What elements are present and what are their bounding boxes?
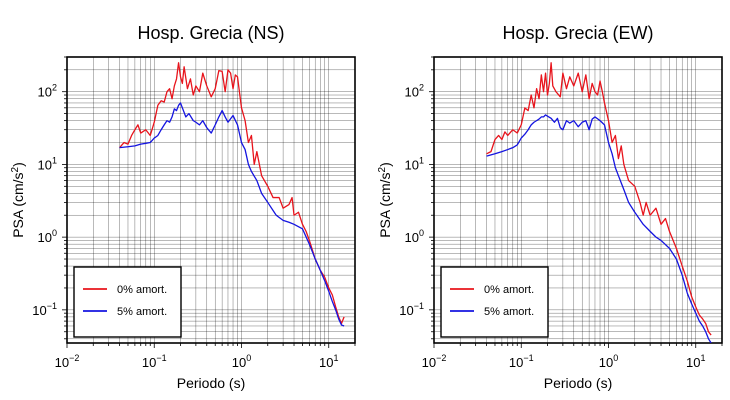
legend-box — [73, 266, 182, 338]
y-tick-label: 10−1 — [32, 301, 57, 318]
x-axis-label: Periodo (s) — [177, 375, 245, 391]
y-axis-label: PSA (cm/s2) — [377, 162, 393, 238]
x-tick-label: 10−1 — [142, 353, 167, 370]
legend: 0% amort. 5% amort. — [440, 266, 549, 338]
legend-label: 5% amort. — [484, 306, 534, 318]
series-line-5pct — [486, 114, 712, 343]
series-line-0pct — [119, 62, 345, 325]
y-tick-label: 10−1 — [399, 301, 424, 318]
series-line-0pct — [486, 62, 712, 336]
y-tick-label: 101 — [405, 155, 424, 172]
legend-box — [440, 266, 549, 338]
y-tick-label: 100 — [38, 228, 57, 245]
x-tick-label: 100 — [599, 353, 618, 370]
x-tick-label: 100 — [232, 353, 251, 370]
legend-label: 5% amort. — [117, 306, 167, 318]
legend-label: 0% amort. — [484, 284, 534, 296]
chart-panel-2: 10−2 10−1 100 101 10−1 100 101 102 Hosp. Grecia … — [377, 23, 723, 391]
plot-frame — [66, 56, 356, 344]
y-axis-label: PSA (cm/s2) — [10, 162, 26, 238]
legend-label: 0% amort. — [117, 284, 167, 296]
x-tick-label: 10−2 — [55, 353, 80, 370]
chart-title: Hosp. Grecia (EW) — [502, 23, 653, 43]
x-tick-label: 101 — [319, 353, 338, 370]
legend: 0% amort. 5% amort. — [73, 266, 182, 338]
y-tick-label: 100 — [405, 228, 424, 245]
x-tick-label: 10−1 — [509, 353, 534, 370]
y-tick-label: 102 — [405, 83, 424, 100]
chart-title: Hosp. Grecia (NS) — [137, 23, 284, 43]
grid — [66, 56, 356, 343]
x-tick-label: 101 — [686, 353, 705, 370]
x-axis-label: Periodo (s) — [544, 375, 612, 391]
chart-panel-1: 10−2 10−1 100 101 10−1 100 101 102 Hosp. Grecia … — [10, 23, 356, 391]
plot-frame — [433, 56, 723, 344]
y-tick-label: 102 — [38, 83, 57, 100]
series-line-5pct — [119, 102, 345, 327]
y-tick-label: 101 — [38, 155, 57, 172]
x-tick-label: 10−2 — [422, 353, 447, 370]
